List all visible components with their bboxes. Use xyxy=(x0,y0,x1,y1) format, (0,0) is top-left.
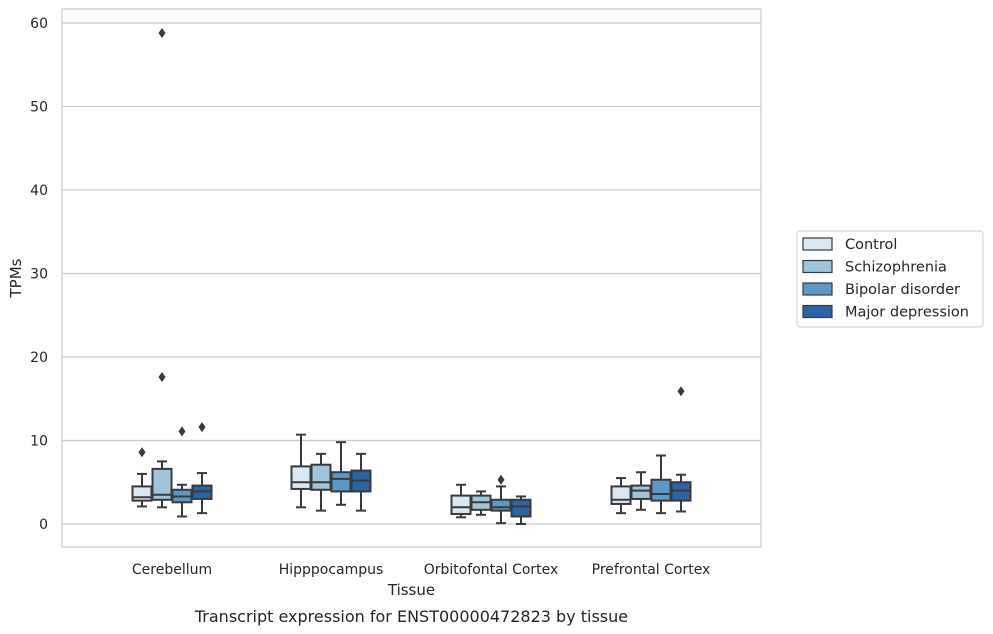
gridlines xyxy=(62,22,761,525)
box-major-depression xyxy=(510,495,532,525)
outlier-point xyxy=(497,474,505,485)
y-tick-label: 10 xyxy=(30,434,48,450)
x-tick-label: Hipppocampus xyxy=(279,562,384,578)
plot-area-frame xyxy=(61,8,762,548)
outlier-point xyxy=(158,28,166,39)
box-bipolar-disorder xyxy=(171,426,193,518)
box-control xyxy=(610,477,632,515)
box-iqr xyxy=(610,485,632,505)
box-control xyxy=(450,483,472,519)
box-plot-series xyxy=(131,28,692,525)
box-iqr xyxy=(650,478,672,502)
box-iqr xyxy=(490,498,512,512)
box-bipolar-disorder xyxy=(490,474,512,525)
outlier-point xyxy=(178,426,186,437)
y-axis-ticks: 0 10 20 30 40 50 60 xyxy=(30,16,48,533)
box-major-depression xyxy=(191,422,213,515)
y-tick-label: 30 xyxy=(30,267,48,283)
box-schizophrenia xyxy=(151,28,173,509)
outlier-point xyxy=(198,422,206,433)
legend-swatch xyxy=(802,237,833,251)
box-bipolar-disorder xyxy=(650,454,672,515)
box-control xyxy=(290,433,312,509)
legend: Control Schizophrenia Bipolar disorder Majo… xyxy=(796,230,984,328)
box-iqr xyxy=(131,485,153,502)
x-tick-label: Orbitofontal Cortex xyxy=(424,562,559,578)
box-schizophrenia xyxy=(630,471,652,511)
outlier-point xyxy=(158,372,166,383)
box-iqr xyxy=(151,467,173,501)
box-schizophrenia xyxy=(470,490,492,516)
box-iqr xyxy=(290,465,312,490)
x-tick-label: Prefrontal Cortex xyxy=(592,562,711,578)
box-major-depression xyxy=(670,386,692,513)
y-axis-title: TPMs xyxy=(7,258,25,298)
legend-frame xyxy=(796,230,984,328)
box-iqr xyxy=(630,484,652,500)
y-tick-label: 0 xyxy=(39,517,48,533)
x-axis-ticks: Cerebellum Hipppocampus Orbitofontal Corte… xyxy=(132,562,710,578)
box-iqr xyxy=(330,471,352,493)
box-iqr xyxy=(310,463,332,491)
y-tick-label: 40 xyxy=(30,183,48,199)
legend-swatch xyxy=(802,259,833,274)
legend-swatch xyxy=(802,282,833,296)
box-bipolar-disorder xyxy=(330,441,352,506)
legend-label: Schizophrenia xyxy=(845,260,947,276)
y-tick-label: 60 xyxy=(30,16,48,32)
y-tick-label: 50 xyxy=(30,100,48,116)
legend-label: Control xyxy=(845,237,897,253)
box-major-depression xyxy=(350,452,372,512)
box-schizophrenia xyxy=(310,452,332,512)
box-control xyxy=(131,447,153,508)
legend-swatch xyxy=(802,304,833,319)
outlier-point xyxy=(138,447,146,458)
x-tick-label: Cerebellum xyxy=(132,562,212,578)
y-tick-label: 20 xyxy=(30,350,48,366)
legend-label: Major depression xyxy=(845,305,969,321)
outlier-point xyxy=(677,386,685,397)
legend-label: Bipolar disorder xyxy=(845,282,960,298)
x-axis-title: Tissue xyxy=(387,581,435,599)
chart-caption: Transcript expression for ENST0000047282… xyxy=(194,607,628,626)
box-iqr xyxy=(510,498,532,518)
box-iqr xyxy=(450,494,472,515)
